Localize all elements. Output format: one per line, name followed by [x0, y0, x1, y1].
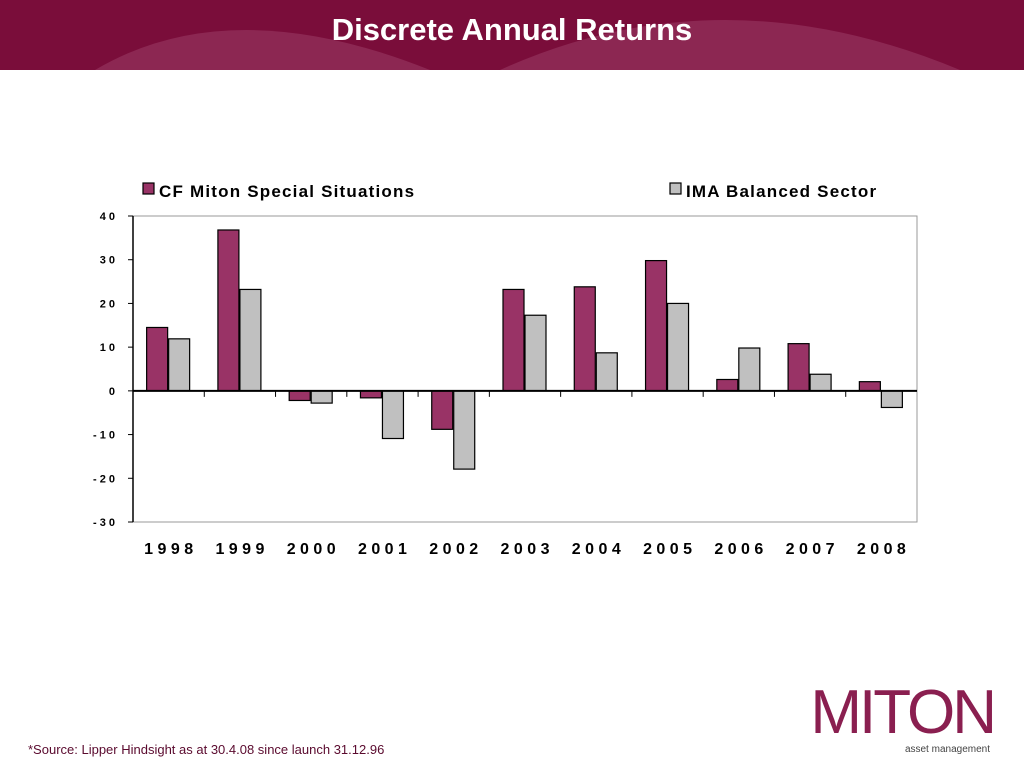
bar-cf-miton	[858, 381, 881, 392]
legend-swatch-ima-balanced	[669, 182, 682, 195]
miton-logo: MITON asset management	[798, 678, 997, 760]
legend-label-ima-balanced: IMA Balanced Sector	[686, 182, 877, 201]
logo-wordmark: MITON	[810, 678, 997, 747]
y-tick-label: 3 0	[100, 255, 115, 267]
y-tick-label: - 3 0	[93, 517, 115, 529]
bar-ima-balanced	[880, 390, 903, 409]
x-tick-label: 2 0 0 7	[786, 541, 835, 558]
x-tick-label: 1 9 9 9	[215, 541, 264, 558]
bar-ima-balanced	[239, 288, 262, 392]
bar-cf-miton	[288, 390, 311, 402]
y-tick-label: 2 0	[100, 298, 115, 310]
bar-ima-balanced	[738, 347, 761, 392]
source-note: *Source: Lipper Hindsight as at 30.4.08 …	[28, 742, 385, 757]
y-tick-label: - 1 0	[93, 430, 115, 442]
bar-ima-balanced	[168, 338, 191, 392]
x-tick-label: 2 0 0 5	[643, 541, 692, 558]
bar-cf-miton	[644, 259, 668, 392]
bar-cf-miton	[217, 229, 240, 392]
bar-ima-balanced	[381, 390, 405, 440]
header-bar: Discrete Annual Returns	[0, 0, 1024, 70]
logo-tagline: asset management	[904, 744, 990, 755]
bar-ima-balanced	[595, 352, 618, 392]
y-tick-label: 0	[109, 386, 115, 398]
bar-ima-balanced	[310, 390, 333, 404]
x-tick-label: 2 0 0 8	[857, 541, 906, 558]
bar-ima-balanced	[524, 314, 547, 392]
legend-label-cf-miton: CF Miton Special Situations	[159, 182, 415, 201]
y-tick-label: 4 0	[100, 211, 115, 223]
bar-cf-miton	[573, 286, 596, 392]
bar-cf-miton	[787, 343, 810, 392]
x-tick-label: 2 0 0 4	[572, 541, 621, 558]
page-title: Discrete Annual Returns	[331, 12, 693, 47]
x-tick-label: 1 9 9 8	[144, 541, 193, 558]
x-tick-label: 2 0 0 1	[358, 541, 407, 558]
y-tick-label: - 2 0	[93, 473, 115, 485]
x-tick-label: 2 0 0 0	[287, 541, 336, 558]
header-decoration	[95, 20, 960, 70]
x-tick-label: 2 0 0 3	[501, 541, 550, 558]
bar-ima-balanced	[809, 373, 832, 392]
bar-ima-balanced	[666, 302, 690, 392]
bar-ima-balanced	[453, 390, 476, 470]
bar-cf-miton	[146, 326, 169, 392]
y-tick-label: 1 0	[100, 342, 115, 354]
x-tick-label: 2 0 0 6	[714, 541, 763, 558]
legend-swatch-cf-miton	[142, 182, 155, 195]
bar-cf-miton	[716, 378, 739, 392]
x-tick-label: 2 0 0 2	[429, 541, 478, 558]
bar-cf-miton	[359, 390, 383, 399]
bar-cf-miton	[502, 288, 525, 392]
bar-chart: 4 0 3 0 2 0 1 0 0 - 1 0 - 2 0 - 3 0 1 9 9 8 1 9 9…	[93, 182, 918, 558]
bar-cf-miton	[431, 390, 454, 430]
